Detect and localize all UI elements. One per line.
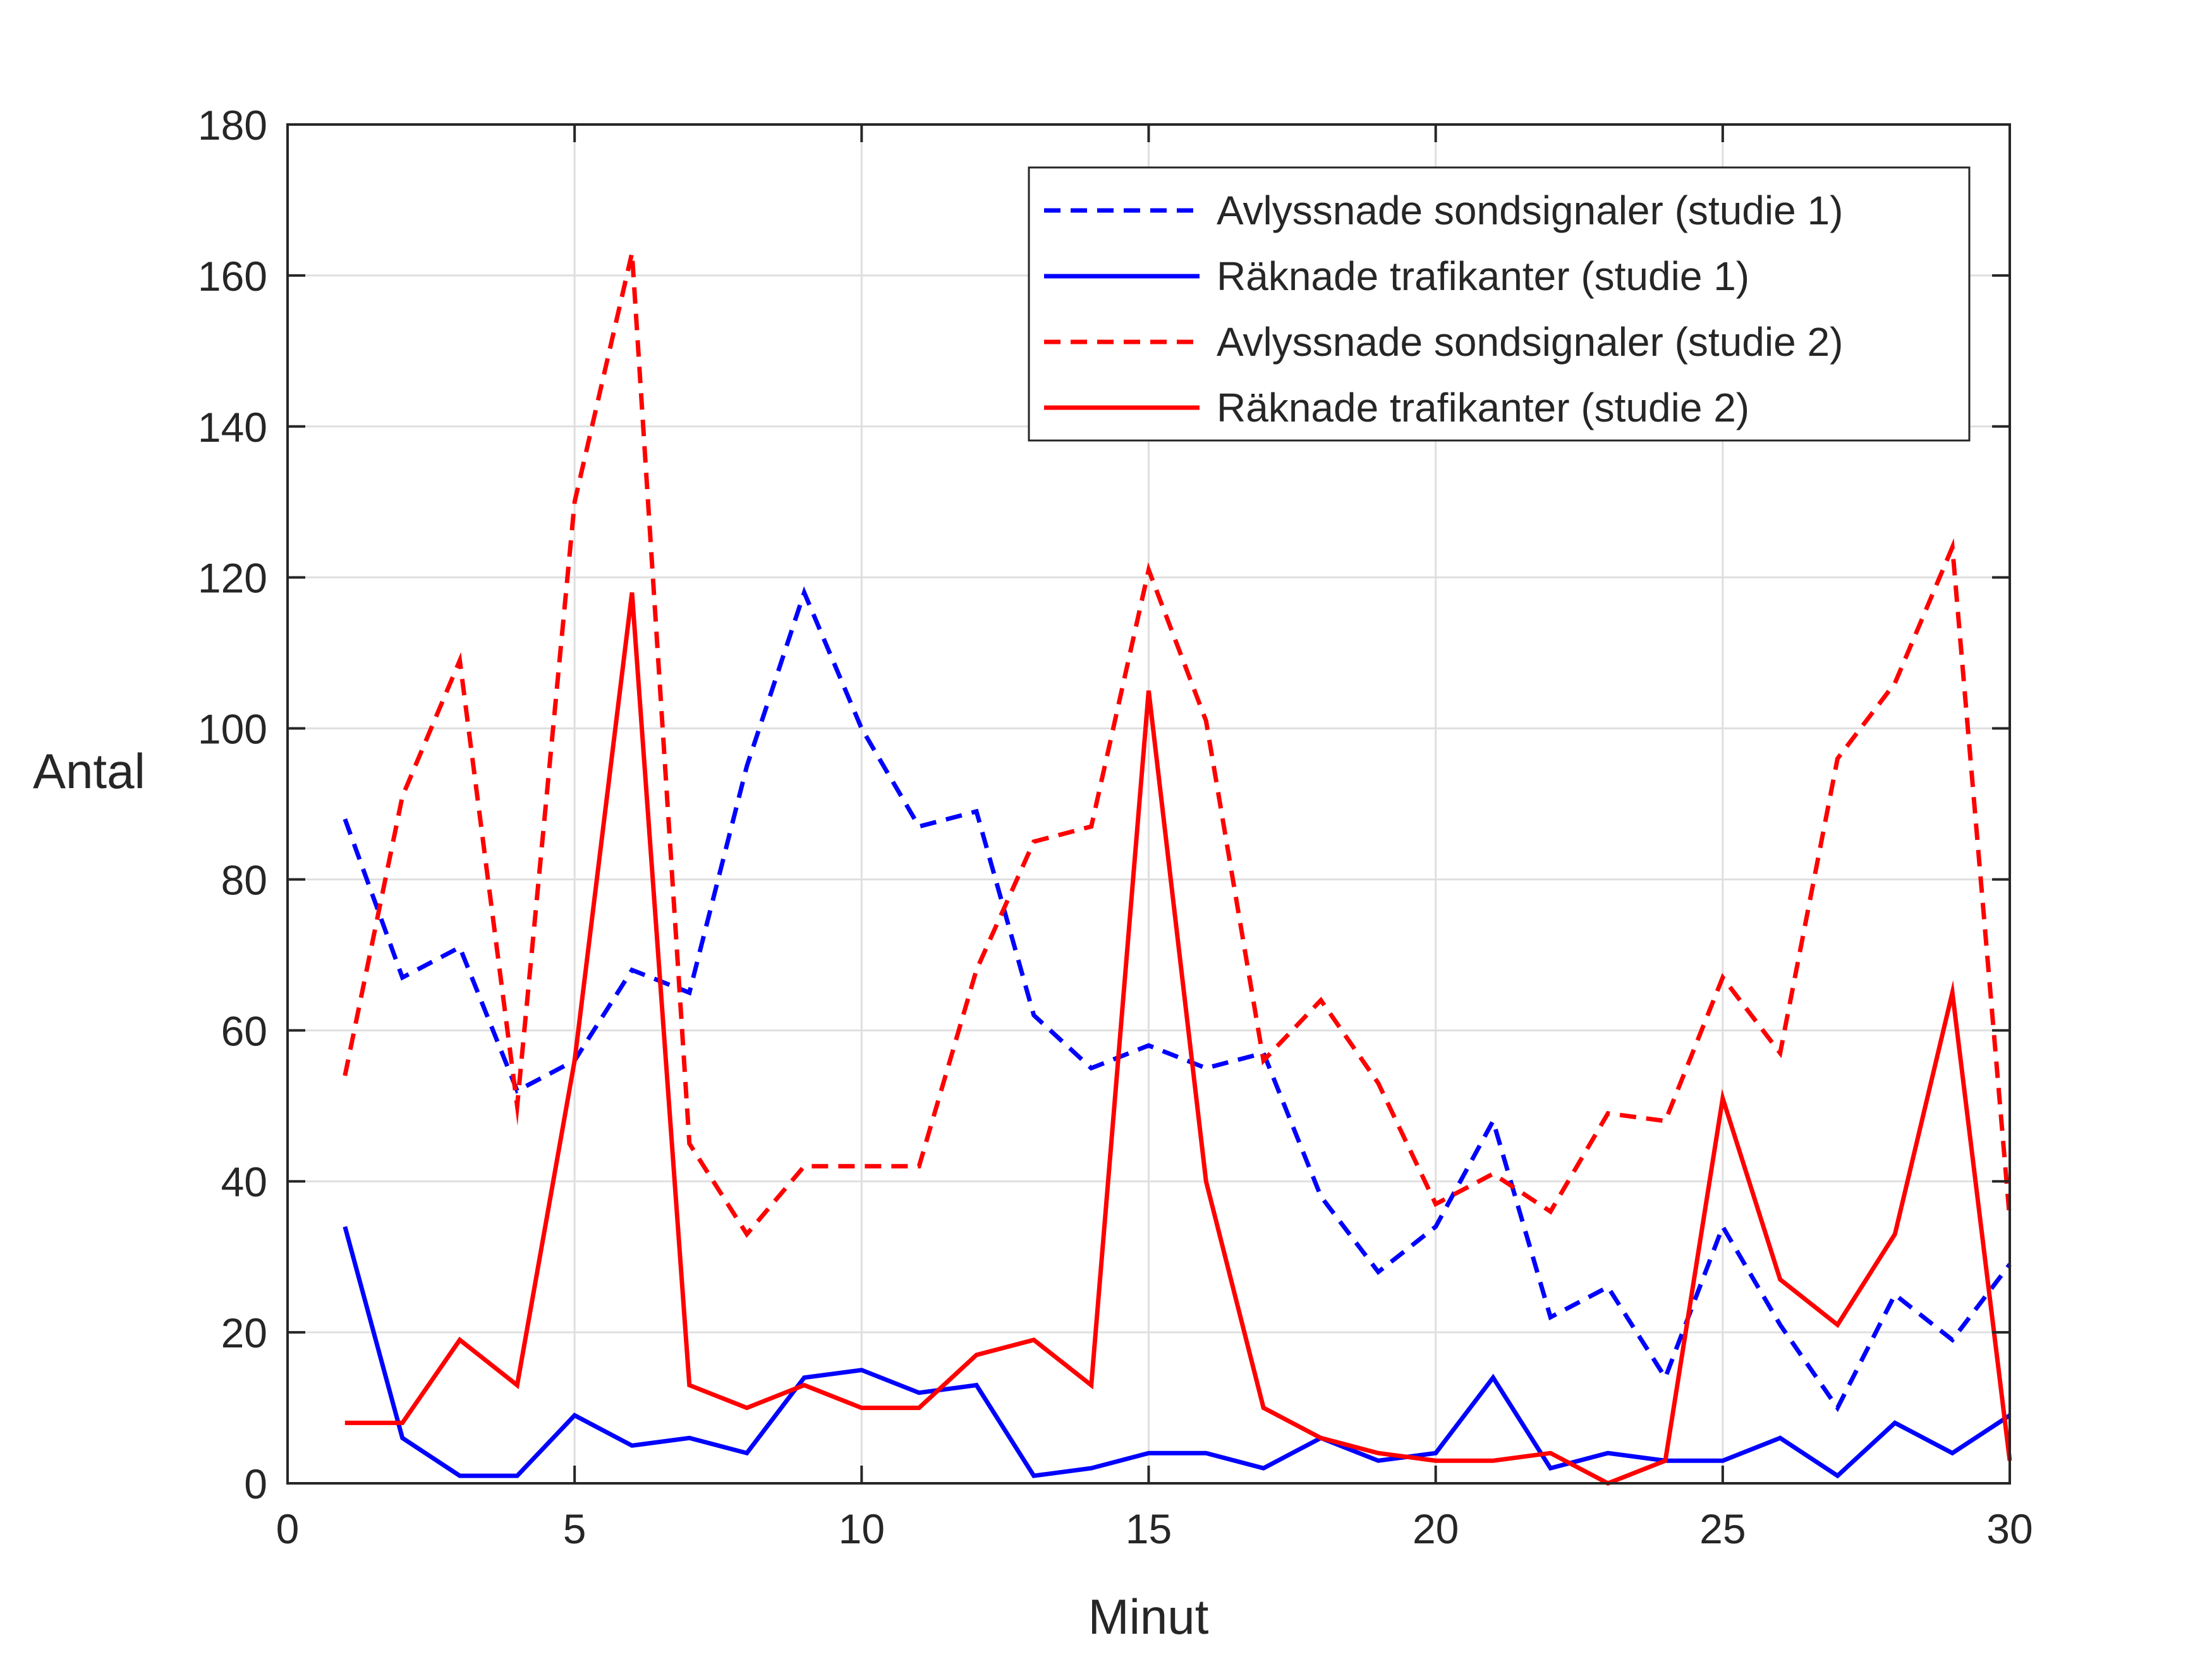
y-tick-label: 180 (198, 102, 267, 149)
legend-label-2: Räknade trafikanter (studie 1) (1217, 253, 1749, 299)
x-tick-label: 25 (1699, 1505, 1746, 1552)
x-axis-label: Minut (1088, 1589, 1209, 1644)
legend: Avlyssnade sondsignaler (studie 1) Räknad… (1028, 166, 1971, 442)
y-tick-label: 60 (221, 1007, 267, 1054)
series-line-1 (343, 586, 2012, 1413)
x-tick-label: 15 (1126, 1505, 1172, 1552)
y-tick-label: 80 (221, 856, 267, 903)
x-tick-label: 5 (563, 1505, 586, 1552)
legend-entries: Avlyssnade sondsignaler (studie 1) Räknad… (1044, 188, 1843, 430)
tick-labels: 0 5 10 15 20 25 30 0 20 40 60 80 100 120 140 160 180 (198, 102, 2033, 1552)
series-line-2 (343, 1225, 2011, 1479)
series-line-3 (343, 238, 2012, 1238)
x-tick-label: 20 (1413, 1505, 1459, 1552)
x-tick-label: 10 (839, 1505, 885, 1552)
legend-label-3: Avlyssnade sondsignaler (studie 2) (1217, 319, 1843, 365)
y-axis-label: Antal (33, 743, 145, 799)
y-tick-label: 100 (198, 706, 267, 753)
x-tick-label: 30 (1986, 1505, 2033, 1552)
y-tick-label: 0 (244, 1461, 267, 1507)
legend-label-4: Räknade trafikanter (studie 2) (1217, 385, 1749, 430)
y-tick-label: 160 (198, 253, 267, 300)
y-tick-label: 20 (221, 1310, 267, 1356)
series-layer (343, 238, 2012, 1486)
y-tick-label: 120 (198, 555, 267, 602)
y-tick-label: 40 (221, 1158, 267, 1205)
legend-label-1: Avlyssnade sondsignaler (studie 1) (1217, 188, 1843, 233)
y-tick-label: 140 (198, 404, 267, 451)
x-tick-label: 0 (276, 1505, 300, 1552)
series-line-4 (344, 592, 2012, 1486)
ticks (286, 123, 2011, 1485)
legend-box (1028, 166, 1971, 442)
